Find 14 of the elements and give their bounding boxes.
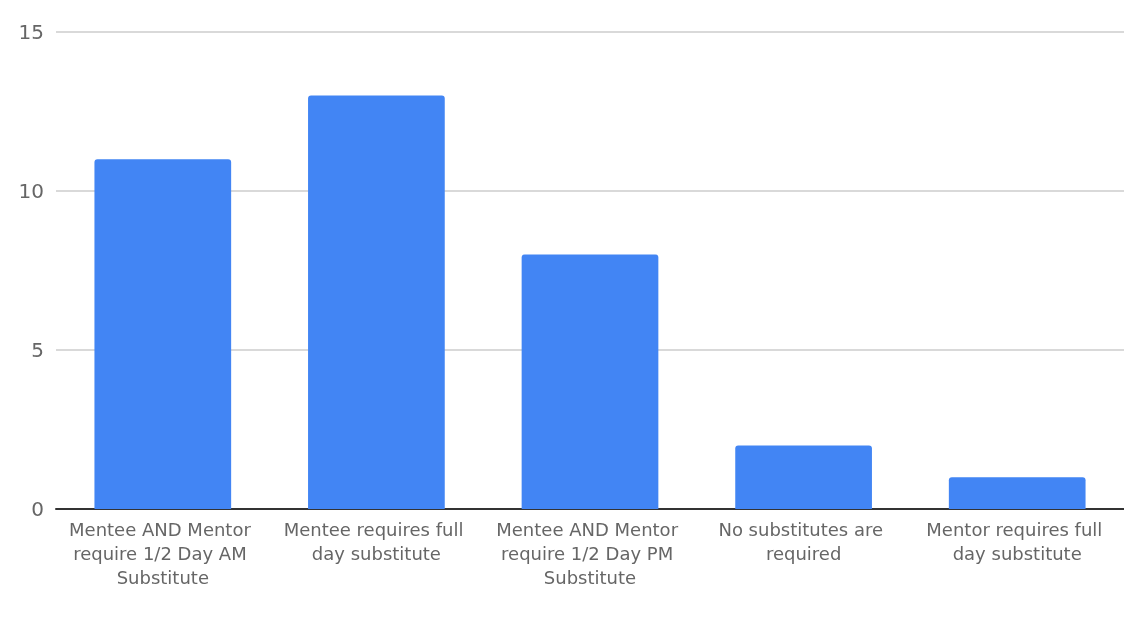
y-tick-label: 5	[31, 338, 44, 362]
x-tick-label: Mentee AND Mentor require 1/2 Day AM Substitute	[69, 518, 257, 588]
x-tick-label: Mentee AND Mentor require 1/2 Day PM Substitute	[496, 518, 684, 588]
x-tick-label: No substitutes are required	[718, 518, 889, 564]
y-tick-label: 10	[18, 179, 44, 203]
x-tick-label: Mentor requires full day substitute	[926, 518, 1109, 564]
x-tick-label: Mentee requires full day substitute	[283, 518, 470, 564]
bar	[308, 95, 445, 509]
y-tick-label: 0	[31, 497, 44, 521]
bar	[521, 254, 659, 509]
bar	[948, 477, 1086, 509]
bar	[94, 159, 232, 509]
bar	[735, 445, 872, 509]
y-tick-label: 15	[18, 20, 44, 44]
